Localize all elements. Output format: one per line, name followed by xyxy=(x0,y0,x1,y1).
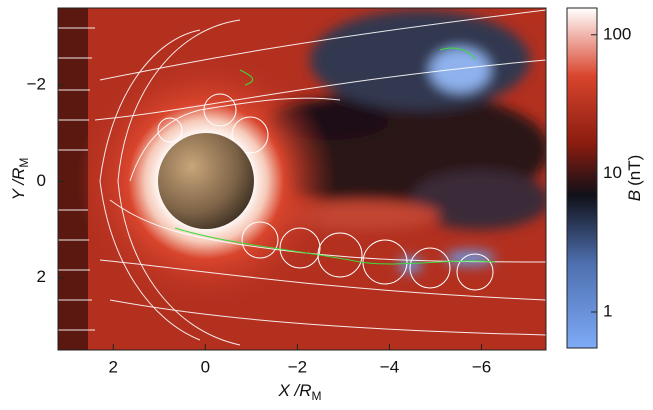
x-label-sub: M xyxy=(312,389,322,403)
colorbar-tick-label: 10 xyxy=(603,163,622,182)
x-tick-label: −4 xyxy=(380,357,399,376)
x-label-main: X /R xyxy=(277,381,311,400)
y-axis-label: Y /RM xyxy=(9,158,31,201)
x-tick-label: 0 xyxy=(201,357,210,376)
x-tick-label: −2 xyxy=(288,357,307,376)
colorbar-tick-label: 1 xyxy=(603,301,612,320)
x-tick-label: 2 xyxy=(109,357,118,376)
field-image xyxy=(58,8,550,350)
colorbar-tick-label: 100 xyxy=(603,24,631,43)
chart: X /RM Y /RM B(nT) 20−2−4−6−202110100 xyxy=(0,0,653,405)
page: {"chart_data": {"type": "heatmap", "xlab… xyxy=(0,0,653,410)
y-label-main: Y /R xyxy=(9,168,28,201)
colorbar xyxy=(567,8,597,348)
y-tick-label: 0 xyxy=(37,171,46,190)
colorbar-unit: (nT) xyxy=(625,155,644,186)
y-tick-label: −2 xyxy=(27,75,46,94)
colorbar-label: B (nT) xyxy=(625,155,644,202)
colorbar-symbol: B xyxy=(625,190,644,201)
x-tick-label: −6 xyxy=(472,357,491,376)
y-label-sub: M xyxy=(17,158,31,168)
x-axis-label: X /RM xyxy=(277,381,321,403)
y-tick-label: 2 xyxy=(37,267,46,286)
